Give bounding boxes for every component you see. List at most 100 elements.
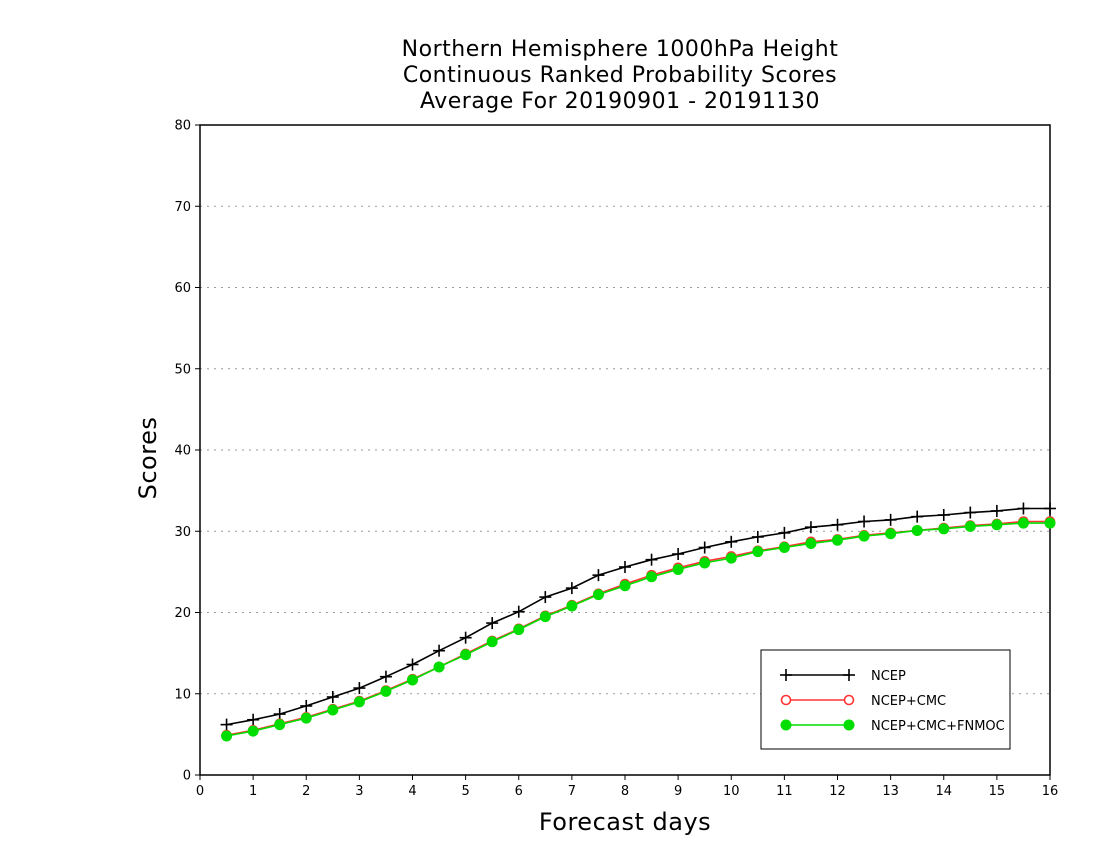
data-point-ncep-cmc-fnmoc: [858, 530, 870, 542]
data-point-ncep-cmc-fnmoc: [699, 557, 711, 569]
x-tick-label: 11: [776, 784, 793, 799]
data-point-ncep: [751, 530, 764, 543]
data-point-ncep-cmc-fnmoc: [433, 661, 445, 673]
legend: NCEP NCEP+CMC NCEP+CMC+FNMOC: [760, 649, 1011, 750]
legend-marker: [843, 694, 855, 706]
data-point-ncep-cmc-fnmoc: [566, 600, 578, 612]
x-tick-label: 0: [196, 784, 204, 799]
data-point-ncep-cmc-fnmoc: [672, 563, 684, 575]
legend-marker: [780, 694, 792, 706]
data-point-ncep-cmc-fnmoc: [300, 712, 312, 724]
data-point-ncep-cmc-fnmoc: [778, 542, 790, 553]
data-point-ncep: [831, 518, 844, 531]
data-point-ncep-cmc-fnmoc: [646, 571, 658, 583]
y-tick-label: 80: [174, 119, 191, 134]
data-point-ncep-cmc-fnmoc: [353, 696, 365, 708]
y-tick-label: 30: [174, 525, 191, 540]
x-tick-label: 16: [1042, 784, 1059, 799]
x-tick-label: 2: [302, 784, 310, 799]
data-point-ncep: [645, 553, 658, 566]
x-axis-title: Forecast days: [538, 808, 712, 836]
x-tick-label: 3: [355, 784, 363, 799]
data-point-ncep-cmc-fnmoc: [247, 725, 259, 737]
legend-marker: [843, 669, 855, 681]
data-point-ncep: [539, 591, 552, 604]
x-tick-label: 14: [935, 784, 952, 799]
data-point-ncep-cmc-fnmoc: [460, 649, 472, 661]
x-tick-label: 10: [723, 784, 740, 799]
data-point-ncep: [406, 658, 419, 671]
data-point-ncep: [937, 509, 950, 521]
data-point-ncep-cmc-fnmoc: [327, 704, 339, 716]
data-point-ncep: [592, 569, 605, 582]
data-point-ncep: [884, 513, 897, 526]
data-point-ncep-cmc-fnmoc: [805, 537, 817, 549]
data-point-ncep: [672, 548, 685, 560]
x-tick-label: 9: [674, 784, 682, 799]
y-tick-label: 50: [174, 362, 191, 377]
data-point-ncep: [990, 504, 1003, 517]
data-point-ncep: [379, 670, 392, 683]
data-point-ncep: [1044, 502, 1056, 515]
data-point-ncep: [273, 708, 286, 721]
data-point-ncep-cmc-fnmoc: [832, 534, 843, 546]
data-point-ncep-cmc-fnmoc: [885, 528, 897, 540]
x-tick-label: 1: [249, 784, 257, 799]
legend-label: NCEP: [871, 669, 906, 684]
data-point-ncep: [220, 718, 233, 731]
data-point-ncep-cmc-fnmoc: [1017, 517, 1029, 529]
data-point-ncep-cmc-fnmoc: [991, 519, 1003, 531]
data-point-ncep: [911, 510, 924, 523]
legend-label: NCEP+CMC+FNMOC: [871, 719, 1005, 734]
data-point-ncep: [300, 699, 313, 712]
data-point-ncep-cmc-fnmoc: [486, 636, 498, 648]
data-point-ncep-cmc-fnmoc: [1044, 517, 1056, 529]
x-tick-label: 15: [989, 784, 1006, 799]
data-point-ncep: [247, 713, 260, 726]
data-point-ncep-cmc-fnmoc: [407, 674, 418, 686]
grid-layer: [200, 205, 1050, 695]
data-point-ncep-cmc-fnmoc: [725, 552, 737, 564]
data-point-ncep: [565, 582, 578, 595]
data-point-ncep-cmc-fnmoc: [221, 730, 233, 742]
data-point-ncep-cmc-fnmoc: [938, 523, 950, 535]
y-axis-title: Scores: [134, 416, 162, 500]
data-point-ncep: [619, 561, 631, 573]
y-tick-label: 40: [174, 444, 191, 459]
data-point-ncep: [1017, 502, 1030, 515]
x-tick-label: 6: [515, 784, 523, 799]
data-point-ncep-cmc-fnmoc: [513, 624, 525, 636]
data-point-ncep: [512, 605, 525, 618]
x-tick-label: 8: [621, 784, 629, 799]
data-point-ncep-cmc-fnmoc: [539, 611, 551, 623]
y-tick-label: 60: [174, 281, 191, 296]
data-point-ncep: [804, 521, 817, 534]
chart-title-line-3: Average For 20190901 - 20191130: [419, 89, 821, 114]
series-layer: [220, 502, 1056, 742]
data-point-ncep: [326, 691, 339, 703]
data-point-ncep-cmc-fnmoc: [911, 524, 923, 536]
x-tick-label: 7: [568, 784, 576, 799]
data-point-ncep: [459, 631, 472, 644]
data-point-ncep: [698, 541, 711, 554]
legend-item-ncep-cmc: NCEP+CMC: [780, 694, 946, 709]
legend-marker: [780, 719, 792, 731]
legend-item-ncep-cmc-fnmoc: NCEP+CMC+FNMOC: [780, 719, 1005, 734]
chart-title-line-2: Continuous Ranked Probability Scores: [402, 63, 838, 88]
y-tick-label: 10: [174, 687, 191, 702]
y-tick-label: 70: [174, 200, 191, 215]
legend-item-ncep: NCEP: [780, 669, 906, 684]
chart-title-line-1: Northern Hemisphere 1000hPa Height: [401, 37, 839, 62]
y-tick-label: 0: [183, 769, 191, 784]
legend-marker: [843, 719, 855, 731]
legend-marker: [780, 669, 792, 681]
data-point-ncep-cmc-fnmoc: [380, 685, 392, 697]
data-point-ncep-cmc-fnmoc: [619, 580, 631, 592]
x-tick-label: 4: [408, 784, 416, 799]
data-point-ncep: [486, 617, 499, 630]
y-tick-label: 20: [174, 606, 191, 621]
data-point-ncep: [858, 515, 871, 528]
legend-label: NCEP+CMC: [871, 694, 946, 709]
